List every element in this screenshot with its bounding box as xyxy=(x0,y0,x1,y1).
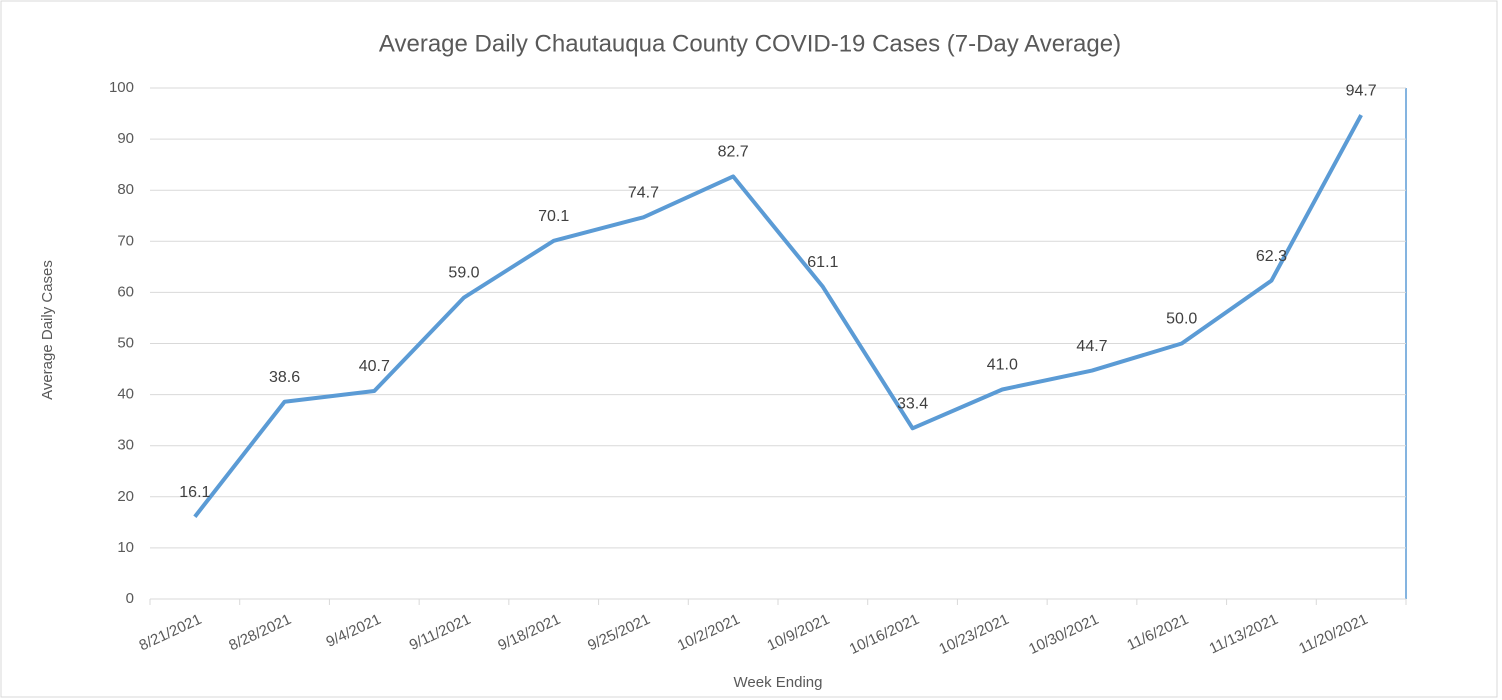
y-tick-label: 80 xyxy=(117,181,134,198)
y-tick-label: 0 xyxy=(126,590,134,607)
y-axis-title: Average Daily Cases xyxy=(39,260,56,400)
data-label: 33.4 xyxy=(897,396,928,413)
data-label: 44.7 xyxy=(1076,338,1107,355)
data-label: 38.6 xyxy=(269,369,300,386)
y-tick-label: 50 xyxy=(117,334,134,351)
data-line xyxy=(193,114,1363,518)
data-label: 70.1 xyxy=(538,208,569,225)
data-label: 94.7 xyxy=(1346,82,1377,99)
x-axis-title: Week Ending xyxy=(734,674,823,691)
data-label: 40.7 xyxy=(359,358,390,375)
chart-title: Average Daily Chautauqua County COVID-19… xyxy=(379,30,1121,57)
y-tick-label: 10 xyxy=(117,539,134,556)
data-label: 61.1 xyxy=(807,254,838,271)
y-tick-label: 90 xyxy=(117,130,134,147)
y-tick-label: 60 xyxy=(117,283,134,300)
data-label: 82.7 xyxy=(718,144,749,161)
data-label: 62.3 xyxy=(1256,248,1287,265)
y-tick-label: 70 xyxy=(117,232,134,249)
data-label: 50.0 xyxy=(1166,311,1197,328)
y-tick-label: 20 xyxy=(117,488,134,505)
data-label: 41.0 xyxy=(987,357,1018,374)
y-tick-label: 40 xyxy=(117,386,134,403)
data-label: 74.7 xyxy=(628,185,659,202)
data-label: 16.1 xyxy=(179,484,210,501)
y-tick-label: 30 xyxy=(117,437,134,454)
data-label: 59.0 xyxy=(448,265,479,282)
y-tick-label: 100 xyxy=(109,79,134,96)
